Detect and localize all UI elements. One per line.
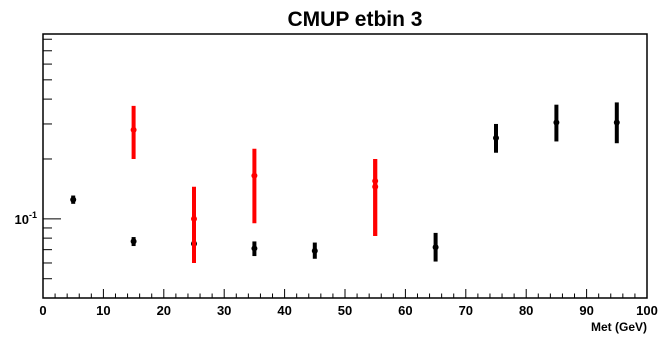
data-series [130,105,379,263]
data-point [130,238,137,245]
x-tick-label: 70 [459,303,473,318]
chart-title: CMUP etbin 3 [288,8,423,31]
data-point [553,119,560,126]
data-point [311,247,318,254]
data-point [130,126,137,133]
data-series [70,102,620,262]
x-tick-label: 60 [398,303,412,318]
x-tick-label: 30 [217,303,231,318]
data-point [70,196,77,203]
x-tick-label: 100 [636,303,658,318]
x-tick-label: 20 [157,303,171,318]
x-tick-label: 0 [39,303,46,318]
x-tick-label: 10 [96,303,110,318]
data-point [613,119,620,126]
y-tick-label: 10-1 [15,210,37,227]
x-axis-title: Met (GeV) [591,320,647,334]
x-tick-label: 40 [277,303,291,318]
y-axis-tick-labels: 10-1 [15,210,37,227]
x-tick-label: 90 [579,303,593,318]
data-point [251,245,258,252]
data-point [372,183,379,190]
x-axis-ticks [42,289,648,298]
x-axis-tick-labels: 0 10 20 30 40 50 60 70 80 90 100 [39,303,657,318]
data-series-layer [70,102,620,263]
x-tick-label: 50 [338,303,352,318]
data-point [432,244,439,251]
data-point [191,215,197,222]
data-point [493,134,499,141]
plot-frame [42,33,648,299]
y-axis-ticks [43,38,61,299]
data-point [251,172,258,179]
x-tick-label: 80 [519,303,533,318]
